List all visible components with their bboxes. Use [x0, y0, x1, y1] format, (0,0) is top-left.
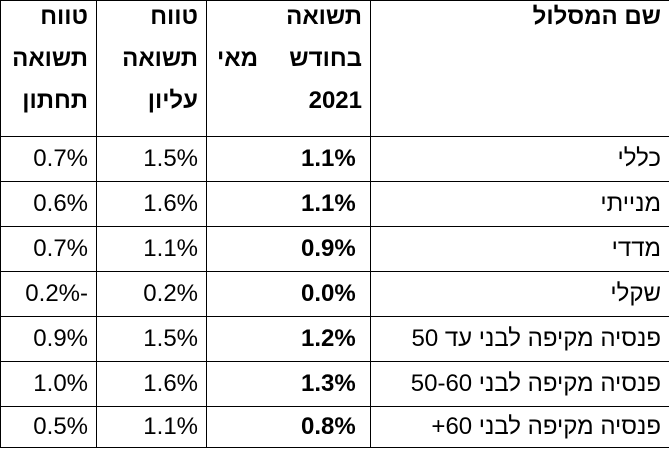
table-row: מנייתי 1.1% 1.6% 0.6%	[0, 181, 669, 227]
header-lower-line1: טווח	[40, 3, 88, 30]
upper-range-cell: 1.6%	[96, 181, 207, 227]
lower-range-cell: -0.2%	[0, 271, 97, 317]
monthly-return-cell: 0.9%	[206, 226, 371, 272]
table-row: פנסיה מקיפה לבני 60+ 0.8% 1.1% 0.5%	[0, 406, 669, 448]
header-row: שם המסלול תשואה בחודש מאי 2021 טווח תשוא…	[0, 0, 669, 137]
upper-range-cell: 1.1%	[96, 406, 207, 448]
upper-range-cell: 1.1%	[96, 226, 207, 272]
lower-range-cell: 0.9%	[0, 316, 97, 362]
upper-range-cell: 1.5%	[96, 136, 207, 182]
lower-range-cell: 0.7%	[0, 136, 97, 182]
header-monthly-return: תשואה בחודש מאי 2021	[206, 0, 371, 137]
table-row: פנסיה מקיפה לבני 50-60 1.3% 1.6% 1.0%	[0, 361, 669, 407]
monthly-return-cell: 1.1%	[206, 181, 371, 227]
table-row: שקלי 0.0% 0.2% -0.2%	[0, 271, 669, 317]
upper-range-cell: 1.6%	[96, 361, 207, 407]
upper-range-cell: 1.5%	[96, 316, 207, 362]
track-name-cell: שקלי	[370, 271, 669, 317]
monthly-return-cell: 0.0%	[206, 271, 371, 317]
lower-range-cell: 1.0%	[0, 361, 97, 407]
upper-range-cell: 0.2%	[96, 271, 207, 317]
header-upper-line1: טווח	[150, 3, 198, 30]
lower-range-cell: 0.5%	[0, 406, 97, 448]
track-name-cell: פנסיה מקיפה לבני 60+	[370, 406, 669, 448]
track-name-cell: פנסיה מקיפה לבני עד 50	[370, 316, 669, 362]
table-row: פנסיה מקיפה לבני עד 50 1.2% 1.5% 0.9%	[0, 316, 669, 362]
track-name-cell: מדדי	[370, 226, 669, 272]
header-return-line1: תשואה	[286, 3, 362, 30]
monthly-return-cell: 1.1%	[206, 136, 371, 182]
header-return-year: 2021	[308, 87, 362, 114]
header-upper-line3: עליון	[147, 87, 198, 114]
header-upper-line2: תשואה	[122, 45, 198, 72]
table-row: כללי 1.1% 1.5% 0.7%	[0, 136, 669, 182]
monthly-return-cell: 1.3%	[206, 361, 371, 407]
header-lower-line2: תשואה	[12, 45, 88, 72]
header-upper-range: טווח תשואה עליון	[96, 0, 207, 137]
monthly-return-cell: 0.8%	[206, 406, 371, 448]
track-name-cell: מנייתי	[370, 181, 669, 227]
header-lower-line3: תחתון	[22, 87, 88, 114]
track-name-cell: כללי	[370, 136, 669, 182]
table-row: מדדי 0.9% 1.1% 0.7%	[0, 226, 669, 272]
header-track-name: שם המסלול	[370, 0, 669, 137]
lower-range-cell: 0.7%	[0, 226, 97, 272]
lower-range-cell: 0.6%	[0, 181, 97, 227]
header-return-line2: בחודש	[289, 45, 362, 72]
header-track-name-label: שם המסלול	[532, 3, 661, 30]
track-name-cell: פנסיה מקיפה לבני 50-60	[370, 361, 669, 407]
header-return-month: מאי	[217, 45, 259, 72]
header-lower-range: טווח תשואה תחתון	[0, 0, 97, 137]
monthly-return-cell: 1.2%	[206, 316, 371, 362]
